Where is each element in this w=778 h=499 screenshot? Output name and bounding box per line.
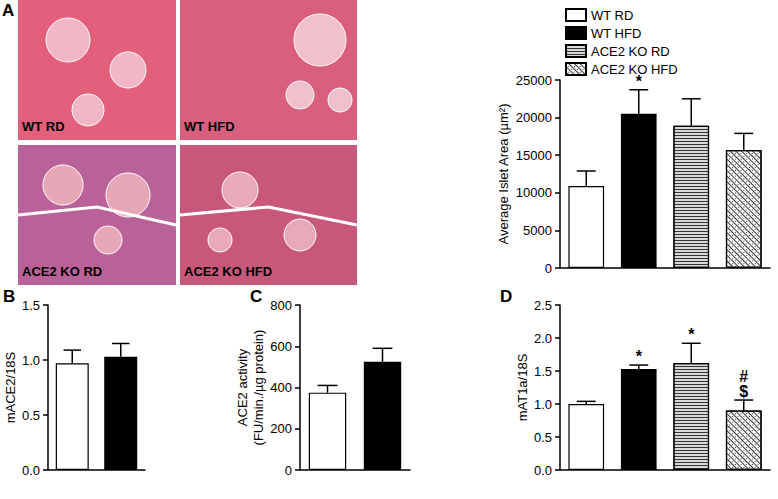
svg-text:400: 400 <box>270 380 292 395</box>
svg-text:ACE2 KO HFD: ACE2 KO HFD <box>591 62 678 77</box>
svg-text:2.0: 2.0 <box>534 331 552 346</box>
svg-text:A: A <box>2 1 14 20</box>
svg-text:WT HFD: WT HFD <box>184 119 235 134</box>
svg-text:ACE2 KO RD: ACE2 KO RD <box>22 264 102 279</box>
svg-text:15000: 15000 <box>516 148 552 163</box>
svg-text:0.0: 0.0 <box>22 463 40 478</box>
svg-text:0.0: 0.0 <box>534 463 552 478</box>
svg-text:B: B <box>3 287 15 306</box>
svg-text:1.0: 1.0 <box>534 397 552 412</box>
svg-text:0.5: 0.5 <box>22 408 40 423</box>
svg-text:ACE2 activity: ACE2 activity <box>235 348 250 426</box>
svg-text:*: * <box>688 326 695 343</box>
svg-text:WT RD: WT RD <box>22 119 65 134</box>
svg-text:mACE2/18S: mACE2/18S <box>3 351 18 423</box>
svg-text:WT HFD: WT HFD <box>591 26 641 41</box>
svg-text:0.5: 0.5 <box>534 430 552 445</box>
svg-text:WT RD: WT RD <box>591 8 633 23</box>
svg-text:1.5: 1.5 <box>22 298 40 313</box>
svg-text:2.5: 2.5 <box>534 298 552 313</box>
svg-text:600: 600 <box>270 339 292 354</box>
svg-text:ACE2 KO RD: ACE2 KO RD <box>591 44 670 59</box>
svg-text:ACE2 KO HFD: ACE2 KO HFD <box>184 264 272 279</box>
svg-text:Average Islet Area (µm²): Average Islet Area (µm²) <box>496 104 511 245</box>
svg-text:$: $ <box>739 383 748 400</box>
svg-text:D: D <box>500 287 512 306</box>
svg-text:*: * <box>636 73 643 90</box>
svg-text:10000: 10000 <box>516 185 552 200</box>
svg-text:25000: 25000 <box>516 73 552 88</box>
svg-text:mAT1a/18S: mAT1a/18S <box>515 353 530 421</box>
svg-text:5000: 5000 <box>523 223 552 238</box>
svg-text:C: C <box>250 287 262 306</box>
svg-text:0: 0 <box>285 463 292 478</box>
svg-text:800: 800 <box>270 298 292 313</box>
svg-text:1.0: 1.0 <box>22 353 40 368</box>
svg-text:0: 0 <box>545 261 552 276</box>
svg-text:20000: 20000 <box>516 110 552 125</box>
svg-text:1.5: 1.5 <box>534 364 552 379</box>
svg-text:(FU/min./µg protein): (FU/min./µg protein) <box>251 330 266 446</box>
svg-text:*: * <box>636 348 643 365</box>
svg-text:200: 200 <box>270 421 292 436</box>
